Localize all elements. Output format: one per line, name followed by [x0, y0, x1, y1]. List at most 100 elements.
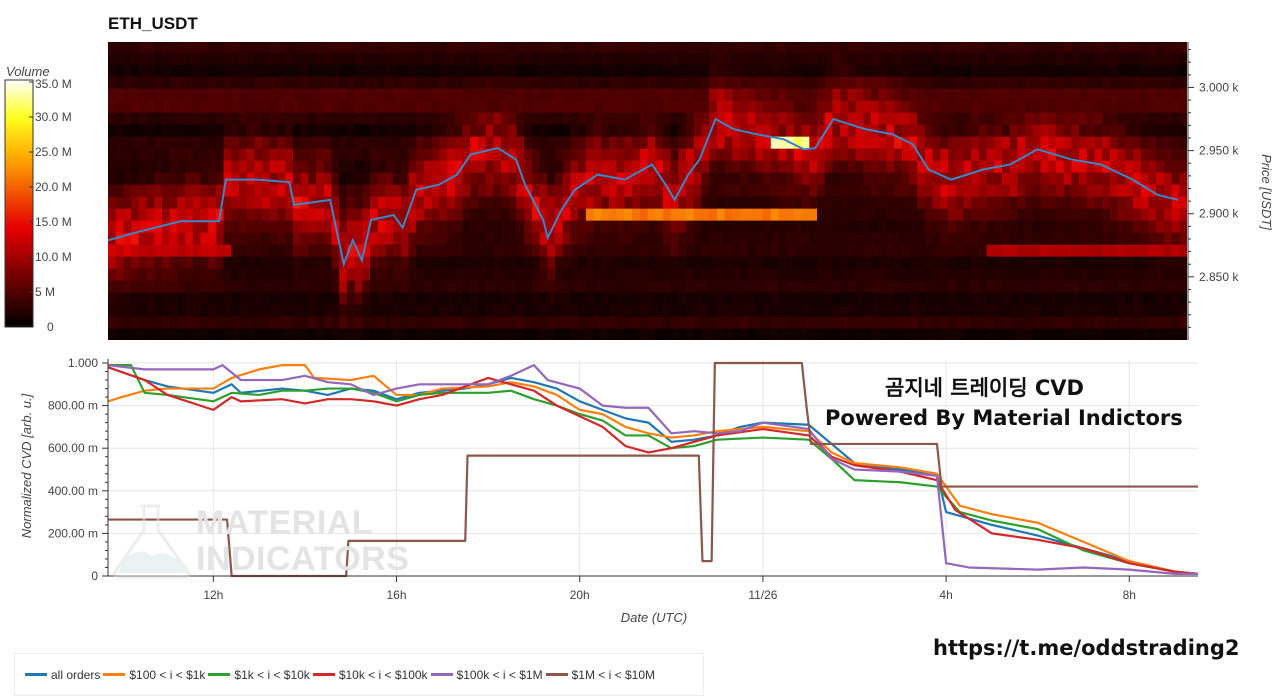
heatmap-cell	[747, 268, 756, 281]
heatmap-cell	[262, 220, 271, 233]
heatmap-cell	[400, 52, 410, 65]
heatmap-cell	[894, 244, 903, 257]
heatmap-cell	[377, 328, 387, 340]
heatmap-cell	[285, 208, 294, 221]
heatmap-cell	[1009, 160, 1019, 173]
legend-item[interactable]: $10k < i < $100k	[312, 667, 428, 682]
heatmap-cell	[439, 304, 448, 317]
heatmap-cell	[871, 268, 880, 281]
heatmap-cell	[948, 112, 957, 125]
heatmap-cell	[346, 172, 356, 185]
heatmap-cell	[709, 112, 718, 125]
heatmap-cell	[1171, 268, 1180, 281]
legend-item[interactable]: $100 < i < $1k	[103, 668, 205, 682]
heatmap-cell	[215, 280, 225, 293]
heatmap-cell	[886, 268, 895, 281]
heatmap-cell	[763, 88, 772, 101]
legend: all orders $100 < i < $1k $1k < i < $10k $1…	[14, 653, 704, 696]
heatmap-cell	[1040, 112, 1049, 125]
heatmap-cell	[246, 52, 256, 65]
heatmap-cell	[185, 196, 194, 209]
heatmap-cell	[639, 316, 649, 329]
heatmap-cell	[608, 196, 618, 209]
heatmap-cell	[840, 208, 849, 221]
legend-item[interactable]: all orders	[25, 668, 100, 682]
heatmap-cell	[1017, 42, 1026, 53]
heatmap-cell	[662, 256, 672, 269]
heatmap-cell	[115, 160, 125, 173]
heatmap-cell	[547, 160, 556, 173]
heatmap-cell	[177, 232, 186, 245]
heatmap-cell	[339, 64, 348, 77]
telegram-link[interactable]: https://t.me/oddstrading2	[933, 636, 1240, 660]
heatmap-cell	[1063, 100, 1072, 113]
heatmap-cell	[200, 184, 209, 197]
legend-swatch	[545, 673, 568, 676]
heatmap-cell	[632, 64, 641, 77]
heatmap-cell	[755, 316, 764, 329]
heatmap-cell	[185, 148, 194, 161]
heatmap-cell	[1048, 42, 1057, 53]
heatmap-cell	[924, 112, 934, 125]
heatmap-cell	[763, 42, 772, 53]
heatmap-cell	[570, 244, 579, 257]
heatmap-cell	[462, 112, 471, 125]
heatmap-cell	[146, 42, 155, 53]
legend-item[interactable]: $1k < i < $10k	[208, 668, 310, 682]
heatmap-cell	[470, 160, 479, 173]
heatmap-cell	[400, 220, 410, 233]
heatmap-cell	[408, 304, 417, 317]
heatmap-cell	[269, 112, 279, 125]
heatmap-cell	[493, 208, 502, 221]
heatmap-cell	[670, 42, 679, 53]
heatmap-cell	[1179, 172, 1187, 185]
heatmap-cell	[693, 64, 703, 77]
heatmap-cell	[485, 136, 494, 149]
heatmap-cell	[362, 244, 371, 257]
heatmap-cell	[1125, 42, 1134, 53]
heatmap-cell	[562, 100, 572, 113]
watermark: MATERIAL INDICATORS	[196, 505, 409, 577]
heatmap-cell	[477, 112, 487, 125]
heatmap-cell	[454, 280, 464, 293]
heatmap-cell	[462, 328, 471, 340]
heatmap-cell	[739, 304, 749, 317]
heatmap-cell	[863, 232, 872, 245]
heatmap-cell	[639, 76, 649, 89]
heatmap-cell	[331, 52, 340, 65]
heatmap-cell	[1148, 172, 1157, 185]
heatmap-cell	[1079, 316, 1088, 329]
heatmap-cell	[948, 304, 957, 317]
heatmap-cell	[578, 244, 587, 257]
heatmap-cell	[963, 232, 972, 245]
heatmap-cell	[909, 160, 918, 173]
heatmap-cell	[277, 64, 286, 77]
legend-label: $10k < i < $100k	[338, 667, 428, 682]
heatmap-cell	[331, 196, 340, 209]
heatmap-cell	[701, 220, 710, 233]
heatmap-cell	[909, 232, 918, 245]
heatmap-cell	[763, 100, 772, 113]
heatmap-cell	[608, 76, 618, 89]
heatmap-cell	[354, 148, 363, 161]
heatmap-cell	[477, 232, 487, 245]
heatmap-cell	[138, 292, 148, 305]
heatmap-cell	[1079, 88, 1088, 101]
heatmap-cell	[1156, 88, 1165, 101]
heatmap-cell	[1071, 88, 1080, 101]
heatmap-cell	[370, 124, 379, 137]
heatmap-cell	[323, 268, 333, 281]
legend-item[interactable]: $100k < i < $1M	[430, 668, 543, 682]
heatmap-cell	[709, 220, 718, 233]
heatmap-cell	[624, 208, 633, 221]
heatmap-cell	[539, 52, 548, 65]
heatmap-cell	[963, 220, 972, 233]
legend-item[interactable]: $1M < i < $10M	[545, 668, 655, 682]
heatmap-cell	[331, 328, 340, 340]
heatmap-cell	[778, 328, 787, 340]
heatmap-cell	[192, 184, 202, 197]
heatmap-cell	[793, 64, 803, 77]
heatmap-cell	[1117, 100, 1126, 113]
heatmap-cell	[447, 280, 456, 293]
heatmap-cell	[1140, 292, 1150, 305]
